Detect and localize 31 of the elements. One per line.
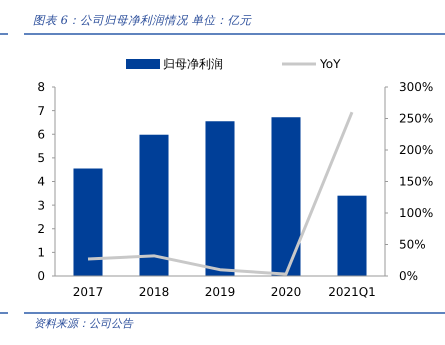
- y-tick-label: 7: [37, 104, 45, 118]
- legend-label: YoY: [319, 57, 342, 72]
- y-tick-label: 8: [37, 80, 45, 94]
- y-tick-label: 5: [37, 151, 45, 166]
- y2-tick-label: 0%: [399, 269, 418, 284]
- x-tick-label: 2021Q1: [328, 285, 376, 299]
- text: 资料来源：公司公告: [34, 317, 134, 330]
- legend-label: 归母净利润: [163, 57, 223, 72]
- bar: [73, 168, 103, 276]
- chart-title: 图表 6：公司归母净利润情况 单位：亿元: [33, 13, 253, 27]
- y2-tick-label: 200%: [399, 143, 434, 158]
- y-tick-label: 1: [37, 246, 45, 260]
- y-tick-label: 3: [37, 198, 45, 212]
- x-tick-label: 2018: [138, 285, 170, 299]
- x-tick-label: 2020: [270, 285, 302, 299]
- y2-tick-label: 250%: [399, 112, 434, 126]
- y2-tick-label: 50%: [399, 238, 426, 252]
- bar: [271, 117, 301, 276]
- y-tick-label: 6: [37, 127, 45, 142]
- y2-tick-label: 150%: [399, 174, 434, 189]
- y-tick-label: 2: [37, 222, 45, 236]
- y-tick-label: 0: [37, 269, 45, 284]
- y2-tick-label: 300%: [399, 80, 434, 94]
- x-tick-label: 2017: [72, 285, 104, 299]
- bar: [205, 121, 235, 276]
- x-tick-label: 2019: [204, 285, 236, 299]
- bar: [337, 196, 367, 276]
- y2-tick-label: 100%: [399, 206, 434, 220]
- y-tick-label: 4: [37, 174, 45, 189]
- line-series: [86, 110, 354, 276]
- bar: [139, 134, 169, 276]
